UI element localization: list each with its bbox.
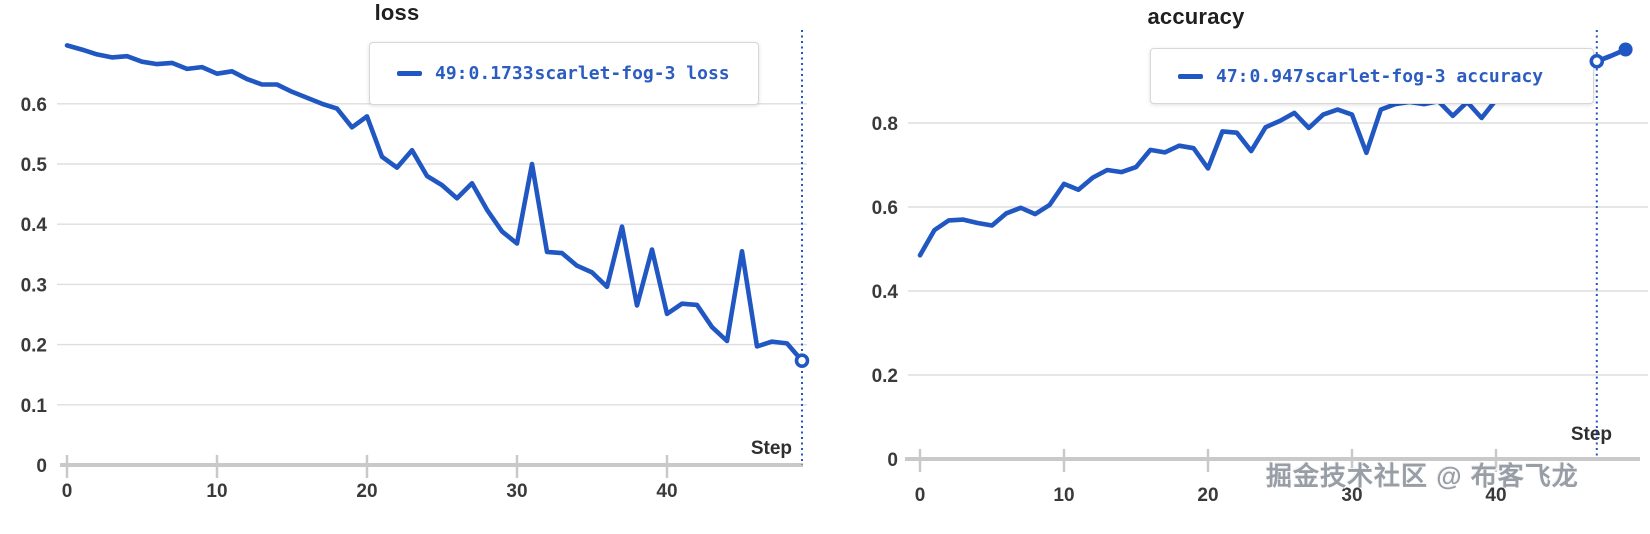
chart-title-loss: loss (374, 0, 420, 25)
y-tick-label: 0 (887, 450, 898, 471)
x-tick-label: 20 (356, 481, 377, 502)
tooltip-series-accuracy: scarlet-fog-3 accuracy (1304, 65, 1544, 87)
tooltip-series-loss: scarlet-fog-3 loss (534, 63, 730, 84)
legend-line-icon (1178, 73, 1203, 79)
x-tick-label: 20 (1197, 485, 1218, 506)
y-tick-label: 0.5 (21, 155, 48, 176)
tooltip-value-accuracy: 0.947 (1249, 65, 1304, 87)
x-tick-label: 30 (1341, 485, 1362, 506)
legend-line-icon (397, 71, 422, 76)
x-axis-label-loss: Step (750, 438, 792, 459)
y-tick-label: 0.4 (21, 215, 48, 236)
x-tick-label: 30 (506, 481, 527, 502)
y-tick-label: 0.3 (21, 275, 47, 296)
y-tick-label: 0.6 (872, 198, 898, 219)
x-tick-label: 0 (915, 485, 926, 506)
y-tick-label: 0.4 (872, 282, 899, 303)
y-tick-label: 0.8 (872, 114, 898, 135)
y-tick-label: 0 (36, 456, 47, 477)
x-tick-label: 40 (1485, 485, 1506, 506)
tooltip-value-loss: 0.1733 (468, 63, 534, 84)
x-tick-label: 10 (206, 481, 227, 502)
x-tick-label: 40 (656, 481, 677, 502)
tooltip-step-loss: 49: (435, 63, 468, 84)
x-tick-label: 10 (1053, 485, 1074, 506)
x-axis-label-accuracy: Step (1570, 424, 1612, 445)
loss-series-line (64, 43, 805, 364)
tooltip-accuracy: 47: 0.947 scarlet-fog-3 accuracy (1150, 48, 1594, 104)
x-tick-label: 0 (62, 481, 73, 502)
chart-title-accuracy: accuracy (1147, 4, 1245, 29)
y-tick-label: 0.1 (21, 396, 48, 417)
y-tick-label: 0.6 (21, 95, 47, 116)
y-tick-label: 0.2 (21, 336, 47, 357)
y-tick-label: 0.2 (872, 366, 898, 387)
tooltip-step-accuracy: 47: (1216, 65, 1249, 87)
tooltip-loss: 49: 0.1733 scarlet-fog-3 loss (369, 42, 759, 105)
